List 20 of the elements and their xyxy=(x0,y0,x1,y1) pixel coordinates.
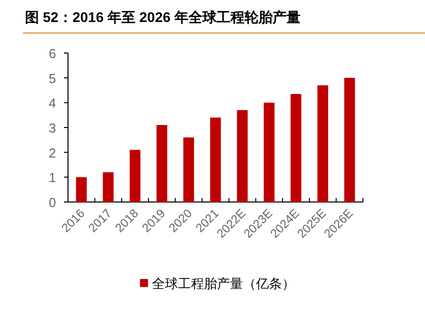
bar xyxy=(236,110,248,202)
y-tick-label: 1 xyxy=(48,170,56,186)
bar xyxy=(102,172,114,202)
bar xyxy=(156,125,168,202)
bar xyxy=(317,85,328,202)
y-tick-label: 4 xyxy=(48,96,56,111)
bar xyxy=(290,94,302,202)
bar xyxy=(210,118,221,202)
bar xyxy=(76,177,87,202)
y-tick-label: 5 xyxy=(48,70,56,86)
bar xyxy=(264,102,274,202)
legend-label: 全球工程胎产量（亿条） xyxy=(152,276,295,291)
y-tick-label: 3 xyxy=(48,120,56,136)
y-tick-label: 0 xyxy=(48,195,56,210)
y-tick-label: 6 xyxy=(48,46,56,61)
y-tick-label: 2 xyxy=(48,145,56,160)
bar xyxy=(183,137,194,202)
bar xyxy=(130,150,140,202)
bar xyxy=(344,78,355,202)
chart-title: 图 52：2016 年至 2026 年全球工程轮胎产量 xyxy=(25,9,300,25)
